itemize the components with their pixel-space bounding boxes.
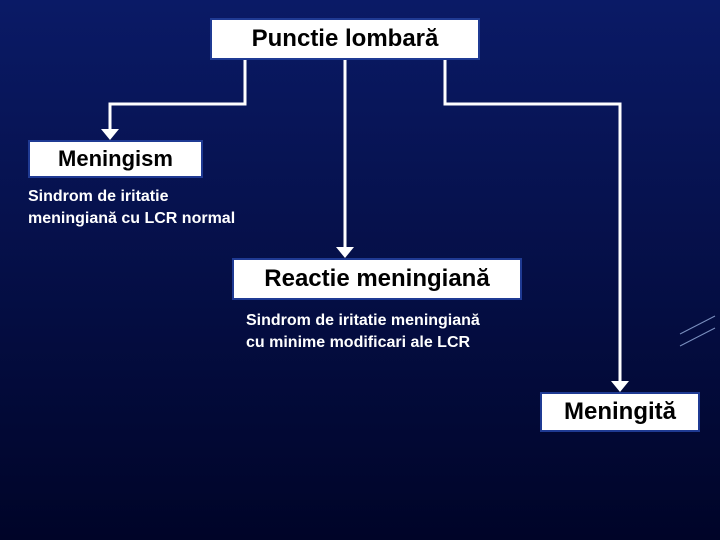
arrowhead-root-to-meningita xyxy=(611,381,629,392)
arrowhead-root-to-reactie xyxy=(336,247,354,258)
meningism-desc-line2: meningiană cu LCR normal xyxy=(28,210,235,227)
node-reactie-label: Reactie meningiană xyxy=(264,265,489,293)
decor-line-1 xyxy=(680,328,715,346)
node-root: Punctie lombară xyxy=(210,18,480,60)
node-reactie: Reactie meningiană xyxy=(232,258,522,300)
arrow-root-to-meningism xyxy=(110,60,245,137)
arrowhead-root-to-meningism xyxy=(101,129,119,140)
meningism-description: Sindrom de iritatie meningiană cu LCR no… xyxy=(28,186,235,229)
node-meningism: Meningism xyxy=(28,140,203,178)
reactie-desc-line2: cu minime modificari ale LCR xyxy=(246,334,470,351)
reactie-description: Sindrom de iritatie meningiană cu minime… xyxy=(246,310,480,353)
node-meningita-label: Meningită xyxy=(564,398,676,426)
slide-root: Punctie lombară Meningism Sindrom de iri… xyxy=(0,0,720,540)
node-meningism-label: Meningism xyxy=(58,146,173,172)
reactie-desc-line1: Sindrom de iritatie meningiană xyxy=(246,312,480,329)
node-meningita: Meningită xyxy=(540,392,700,432)
meningism-desc-line1: Sindrom de iritatie xyxy=(28,188,168,205)
decor-line-0 xyxy=(680,316,715,334)
node-root-label: Punctie lombară xyxy=(252,25,439,53)
